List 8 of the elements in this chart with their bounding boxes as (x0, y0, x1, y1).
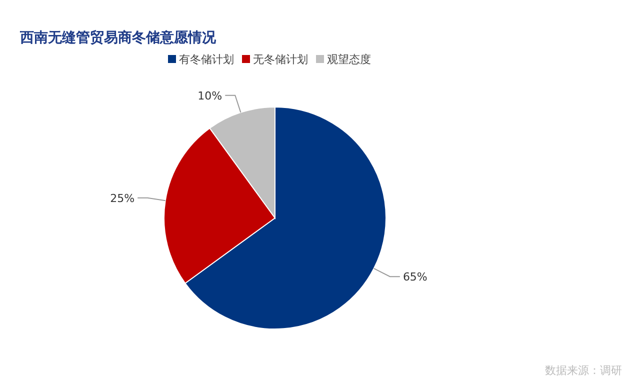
legend-label: 无冬储计划 (253, 53, 308, 66)
source-note: 数据来源：调研 (545, 364, 622, 377)
legend-label: 有冬储计划 (179, 53, 234, 66)
legend-label: 观望态度 (327, 53, 371, 66)
data-label: 25% (110, 192, 135, 205)
data-label: 65% (402, 270, 428, 284)
data-label: 10% (198, 89, 222, 102)
chart-title: 西南无缝管贸易商冬储意愿情况 (19, 29, 217, 46)
